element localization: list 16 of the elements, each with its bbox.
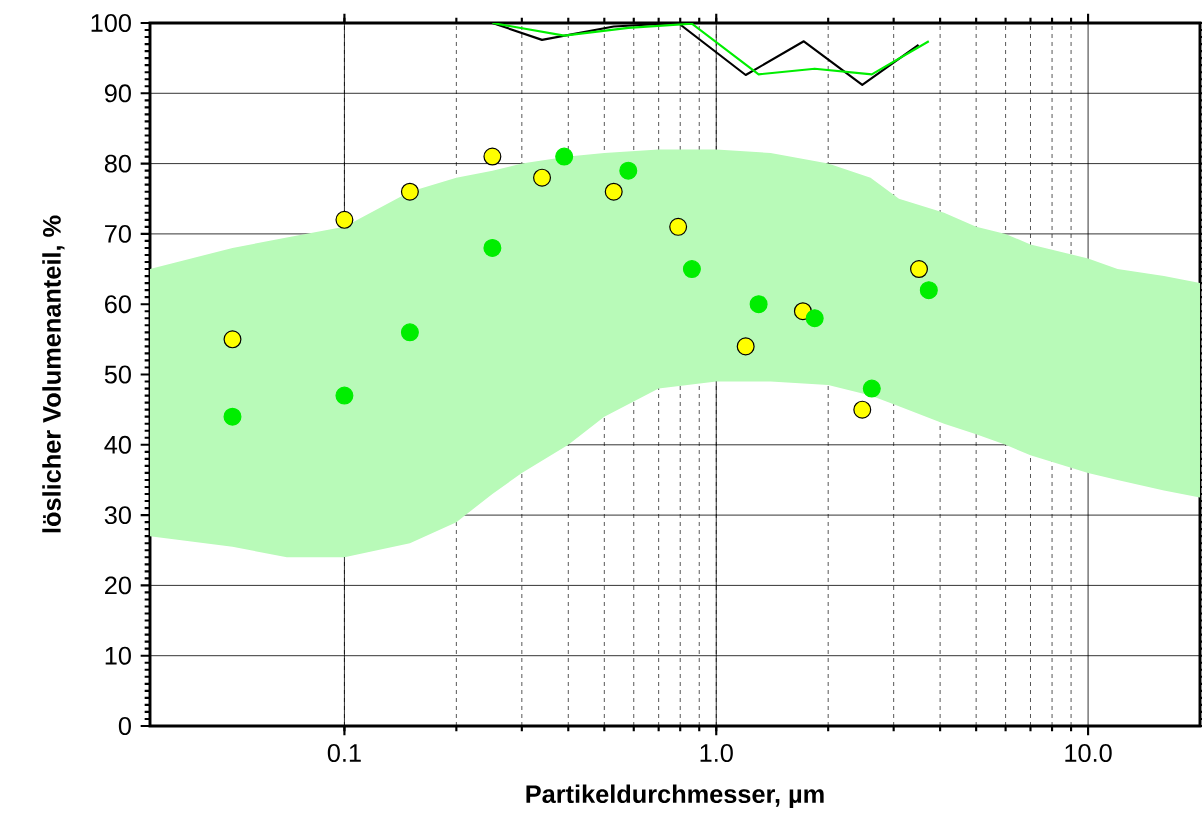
y-tick-label: 70 — [105, 224, 131, 243]
y-tick-label: 50 — [104, 365, 131, 384]
y-tick-label: 40 — [104, 435, 131, 454]
y-tick-label: 10 — [105, 646, 131, 665]
y-tick-label: 0 — [118, 717, 131, 735]
y-tick-label: 30 — [104, 506, 131, 525]
y-tick-label: 90 — [104, 84, 131, 103]
x-tick-label: 1.0 — [700, 744, 733, 762]
x-tick-label: 10.0 — [1065, 744, 1112, 762]
y-tick-label: 20 — [105, 576, 131, 595]
y-tick-label: 80 — [104, 154, 131, 173]
x-tick-label: 0.1 — [327, 744, 361, 762]
y-axis-title: löslicher Volumenanteil, % — [42, 215, 65, 533]
x-axis-title: Partikeldurchmesser, µm — [526, 784, 824, 809]
y-tick-label: 100 — [91, 14, 131, 32]
y-tick-label: 60 — [105, 295, 131, 314]
